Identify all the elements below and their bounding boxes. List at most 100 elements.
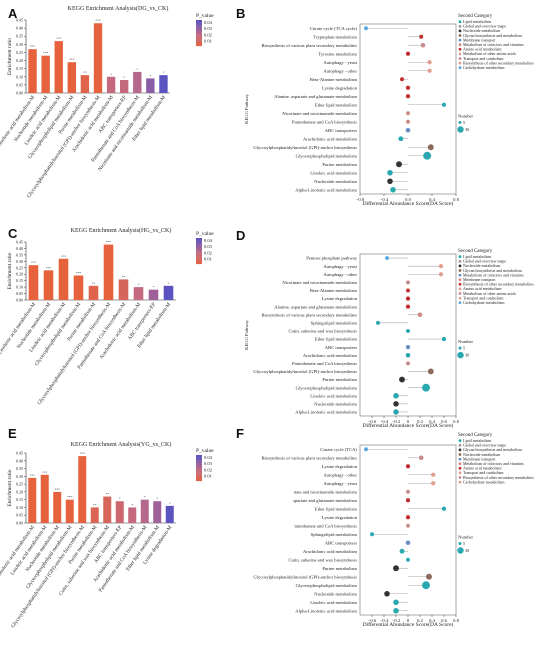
legend-entry-label: Global and overview maps <box>463 259 506 264</box>
y-axis-label: Enrichment ratio <box>7 38 13 75</box>
pathway-label: Tryptophan metabolism <box>313 34 357 39</box>
legend-tick-label: 0.03 <box>204 244 213 249</box>
x-tick-label: 0.4 <box>429 197 435 202</box>
size-legend-small <box>458 346 462 350</box>
legend-gradient-step <box>196 33 202 36</box>
y-tick-label: 0.00 <box>16 91 23 96</box>
significance-label: * <box>156 497 158 501</box>
data-point <box>405 344 411 350</box>
pathway-label: Autophagy - other <box>323 272 357 277</box>
legend-gradient-step <box>196 43 202 47</box>
significance-label: *** <box>76 271 82 275</box>
data-point <box>393 409 399 415</box>
data-point <box>364 447 368 452</box>
pathway-label: Glycosylphosphatidylinositol (GPI)-ancho… <box>253 145 357 150</box>
y-tick-label: 0.15 <box>16 278 23 283</box>
legend-gradient-step <box>196 30 202 34</box>
x-tick-label: 0.4 <box>429 618 435 623</box>
pathway-label: Glycerophospholipid metabolism <box>296 385 358 390</box>
data-point <box>426 573 432 580</box>
y-tick-label: 0.40 <box>16 26 23 31</box>
legend-swatch <box>458 292 462 295</box>
pathway-label: Linoleic acid metabolism <box>310 600 357 605</box>
x-tick-label: −0.8 <box>356 197 365 202</box>
pathway-label: Sphingolipid metabolism <box>311 532 358 537</box>
chart-title: KEGG Enrichment Analysis(YG_vs_CK) <box>71 441 172 448</box>
size-legend-title: Number <box>458 535 474 540</box>
pathway-label: Arachidonic acid metabolism <box>303 353 358 358</box>
significance-label: *** <box>61 254 67 258</box>
panel-letter-d: D <box>236 228 245 243</box>
pathway-label: Citrate cycle (TCA) <box>320 447 357 452</box>
bar <box>28 265 39 300</box>
x-tick-label: 0 <box>407 618 410 623</box>
pathway-label: Purine metabolism <box>322 377 357 382</box>
bar <box>103 496 112 523</box>
pathway-label: ABC transporters <box>325 540 357 545</box>
size-legend-label: 30 <box>465 353 469 358</box>
legend-title: P_value <box>196 231 214 237</box>
data-point <box>406 111 410 116</box>
pathway-label: Tyrosine metabolism <box>318 51 357 56</box>
panel-c: C KEGG Enrichment Analysis(HG_vs_CK) 0.00 0… <box>0 226 214 406</box>
significance-label: ** <box>93 503 97 507</box>
data-point <box>406 557 410 562</box>
significance-label: * <box>149 74 151 78</box>
pathway-label: Ether lipid metabolism <box>315 506 358 511</box>
legend-tick-label: 0.02 <box>204 32 212 37</box>
legend-gradient-step <box>196 248 202 252</box>
legend-entry-label: Membrane transport <box>463 37 496 42</box>
data-point <box>370 532 374 537</box>
legend-tick-label: 0.04 <box>204 20 213 25</box>
y-tick-label: 0.30 <box>16 259 23 264</box>
data-point <box>393 565 399 572</box>
x-tick-label: 0.8 <box>453 197 459 202</box>
significance-label: * <box>123 76 125 80</box>
data-point <box>387 169 393 176</box>
legend-swatch <box>458 255 462 259</box>
data-point <box>427 60 432 65</box>
significance-label: *** <box>106 240 112 244</box>
bar <box>159 75 168 93</box>
x-tick-label: −0.6 <box>368 618 377 623</box>
legend-entry-label: Metabolism of cofactors and vitamins <box>463 461 524 466</box>
pathway-label: Sphingolipid metabolism <box>311 320 358 325</box>
pathway-label: Purine metabolism <box>322 566 357 571</box>
x-axis-label: Differential Abundance Score(DA Score) <box>363 621 454 628</box>
data-point <box>420 42 426 48</box>
legend-gradient-step <box>196 22 202 26</box>
y-tick-label: 0.45 <box>16 18 23 23</box>
legend-gradient-step <box>196 258 202 262</box>
legend-gradient-step <box>196 27 202 31</box>
legend-tick-label: 0.01 <box>204 474 212 479</box>
legend-entry-label: Metabolism of cofactors and vitamins <box>463 272 524 277</box>
panel-letter-a: A <box>8 6 18 21</box>
data-point <box>364 26 368 31</box>
y-tick-label: 0.40 <box>16 458 23 463</box>
panel-f: F Citrate cycle (TCA) Biosynthesis of vari… <box>236 426 534 628</box>
pathway-label: Ether lipid metabolism <box>315 102 358 107</box>
data-point <box>406 280 410 285</box>
y-tick-label: 0.00 <box>16 298 23 303</box>
bar <box>148 289 159 300</box>
x-axis-label: Differential Abundance Score(DA Score) <box>363 422 454 429</box>
bar <box>146 78 155 93</box>
pathway-label: Nicotinate and nicotinamide metabolism <box>282 280 357 285</box>
x-tick-label: −0.4 <box>380 618 389 623</box>
y-axis-label: KEGG Pathway <box>244 319 249 349</box>
legend-entry-label: Lipid metabolism <box>463 438 492 443</box>
data-point <box>406 361 410 366</box>
legend-gradient-step <box>196 238 202 241</box>
x-tick-label: 0.8 <box>453 618 459 623</box>
legend-gradient-step <box>196 243 202 246</box>
significance-label: *** <box>30 473 36 477</box>
bar <box>43 270 54 300</box>
data-point <box>405 94 411 99</box>
y-axis-label: KEGG Pathway <box>244 93 249 123</box>
legend-entry-label: Amino acid metabolism <box>463 466 502 471</box>
y-tick-label: 0.30 <box>16 42 23 47</box>
legend-swatch <box>458 471 462 475</box>
legend-swatch <box>458 301 462 305</box>
legend-swatch <box>458 466 462 470</box>
legend-swatch <box>458 34 462 37</box>
